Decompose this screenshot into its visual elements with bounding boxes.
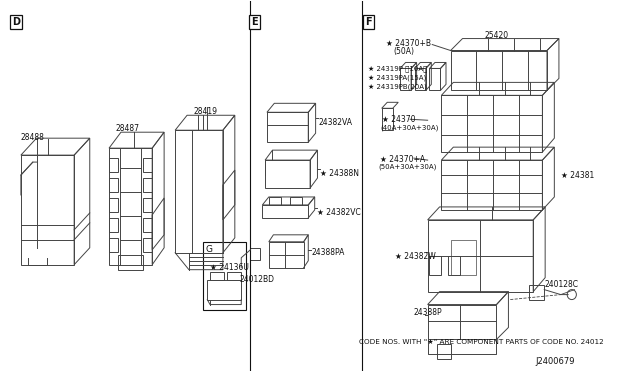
- Text: 24012BD: 24012BD: [239, 275, 275, 284]
- Text: 24382VA: 24382VA: [318, 118, 353, 127]
- Text: E: E: [252, 17, 258, 27]
- Text: 24388P: 24388P: [414, 308, 442, 317]
- Text: 25420: 25420: [484, 31, 509, 39]
- Text: CODE NOS. WITH "★" ARE COMPONENT PARTS OF CODE NO. 24012: CODE NOS. WITH "★" ARE COMPONENT PARTS O…: [359, 339, 604, 346]
- Text: 28488: 28488: [21, 133, 45, 142]
- Text: G: G: [205, 245, 212, 254]
- Text: ★ 24319PB(20A): ★ 24319PB(20A): [368, 83, 427, 90]
- Text: 28419: 28419: [193, 107, 218, 116]
- Text: 240128C: 240128C: [544, 280, 578, 289]
- Text: (40A+30A+30A): (40A+30A+30A): [380, 124, 438, 131]
- Text: ★ 24370: ★ 24370: [381, 115, 415, 124]
- Text: ★ 24319PA(15A): ★ 24319PA(15A): [368, 74, 426, 81]
- Text: ★ 24381: ★ 24381: [561, 170, 594, 180]
- Text: ★ 24382W: ★ 24382W: [396, 252, 436, 261]
- Text: J2400679: J2400679: [535, 357, 575, 366]
- Text: ★ 24388N: ★ 24388N: [320, 169, 359, 178]
- Text: F: F: [365, 17, 372, 27]
- Text: D: D: [12, 17, 20, 27]
- Text: 24388PA: 24388PA: [311, 248, 344, 257]
- Text: ★ 24370+B: ★ 24370+B: [387, 39, 431, 48]
- Text: ★ 24319P 、10A】: ★ 24319P 、10A】: [368, 65, 428, 72]
- Text: ★ 24382VC: ★ 24382VC: [317, 208, 361, 217]
- Text: ★ 24136U: ★ 24136U: [210, 263, 249, 272]
- Text: ★ 24370+A: ★ 24370+A: [380, 155, 425, 164]
- Text: (50A+30A+30A): (50A+30A+30A): [378, 163, 436, 170]
- Text: (50A): (50A): [394, 46, 415, 55]
- Text: 28487: 28487: [115, 124, 140, 133]
